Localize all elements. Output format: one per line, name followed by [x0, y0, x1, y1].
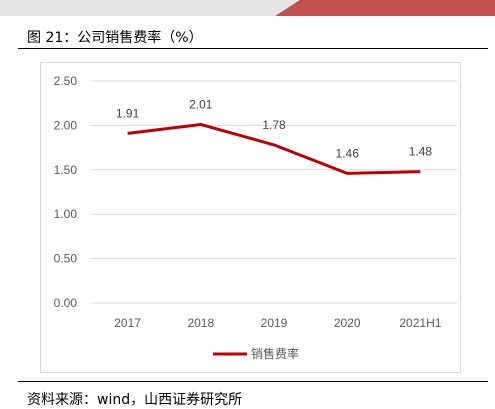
y-tick-label-1: 0.50	[54, 252, 78, 266]
legend: 销售费率	[213, 346, 299, 361]
legend-label: 销售费率	[251, 346, 299, 361]
gridlines	[91, 80, 457, 304]
y-tick-label-4: 2.00	[54, 118, 78, 132]
data-labels: 1.91 2.01 1.78 1.46 1.48	[116, 98, 432, 161]
data-label-2: 1.78	[262, 118, 286, 132]
header-banner-red	[275, 0, 495, 16]
x-tick-label-0: 2017	[114, 316, 141, 330]
header-banner-gray	[0, 0, 300, 16]
x-tick-label-2: 2019	[261, 316, 288, 330]
header-banner	[0, 0, 495, 16]
chart-frame	[40, 62, 461, 373]
x-tick-label-1: 2018	[187, 316, 214, 330]
y-axis-ticks: 0.00 0.50 1.00 1.50 2.00 2.50	[54, 74, 78, 310]
y-tick-label-0: 0.00	[54, 296, 78, 310]
figure-title: 图 21：公司销售费率（%）	[27, 30, 203, 46]
data-label-0: 1.91	[116, 106, 140, 120]
x-tick-label-3: 2020	[334, 316, 361, 330]
source-note: 资料来源：wind，山西证券研究所	[27, 392, 243, 408]
x-axis-ticks: 2017 2018 2019 2020 2021H1	[114, 316, 441, 330]
y-tick-label-5: 2.50	[54, 74, 78, 88]
line-chart: 0.00 0.50 1.00 1.50 2.00 2.50 2017 2018 2019 202…	[54, 74, 457, 361]
data-label-1: 2.01	[189, 98, 213, 112]
data-label-3: 1.46	[336, 146, 360, 160]
data-label-4: 1.48	[409, 145, 433, 159]
series-line-销售费率	[127, 123, 421, 175]
title-rule	[18, 48, 488, 49]
y-tick-label-2: 1.00	[54, 207, 78, 221]
x-tick-label-4: 2021H1	[399, 316, 441, 330]
y-tick-label-3: 1.50	[54, 163, 78, 177]
source-rule	[18, 381, 488, 382]
